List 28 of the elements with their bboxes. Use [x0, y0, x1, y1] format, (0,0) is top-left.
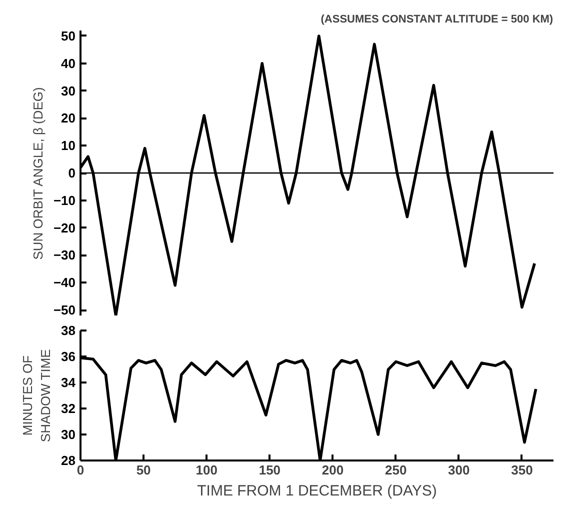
y-tick-label: 38	[61, 323, 76, 338]
y-tick-label: 28	[61, 453, 76, 468]
x-tick-label: 200	[322, 462, 344, 478]
y-tick-label: 30	[61, 427, 76, 442]
y-tick-label: −50	[53, 302, 76, 318]
y-tick-label: 40	[61, 56, 76, 71]
y-tick-label: 10	[61, 138, 76, 154]
y-tick-label: −30	[53, 248, 76, 263]
y-axis-title: SUN ORBIT ANGLE, β (DEG)	[30, 87, 46, 260]
y-tick-label: 50	[61, 28, 76, 44]
y-tick-label: 36	[61, 349, 76, 364]
y-tick-label: 34	[61, 375, 76, 390]
x-axis-title: TIME FROM 1 DECEMBER (DAYS)	[197, 482, 437, 500]
y-tick-label: −40	[53, 275, 76, 290]
x-tick-label: 50	[136, 462, 151, 478]
x-tick-label: 100	[196, 462, 218, 478]
y-tick-label: −20	[53, 220, 76, 236]
x-tick-label: 350	[511, 462, 533, 478]
y-tick-label: −10	[53, 192, 76, 208]
y-tick-label: 32	[61, 401, 76, 416]
x-tick-label: 150	[258, 462, 281, 478]
y-axis-title: MINUTES OF SHADOW TIME	[20, 348, 54, 442]
chart-title: (ASSUMES CONSTANT ALTITUDE = 500 KM)	[320, 14, 554, 26]
y-tick-label: 20	[61, 110, 76, 126]
x-tick-label: 250	[384, 462, 407, 478]
y-tick-label: 0	[68, 166, 76, 180]
y-tick-label: 30	[61, 83, 76, 98]
x-tick-label: 300	[448, 462, 470, 478]
